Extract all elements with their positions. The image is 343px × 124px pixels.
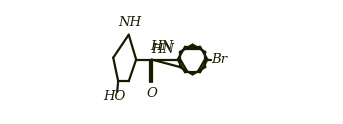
Text: HO: HO: [103, 90, 125, 103]
Text: NH: NH: [118, 16, 141, 29]
Text: HN: HN: [151, 43, 174, 56]
Text: O: O: [147, 87, 158, 100]
Text: Br: Br: [212, 53, 228, 66]
Text: HN: HN: [150, 40, 173, 53]
